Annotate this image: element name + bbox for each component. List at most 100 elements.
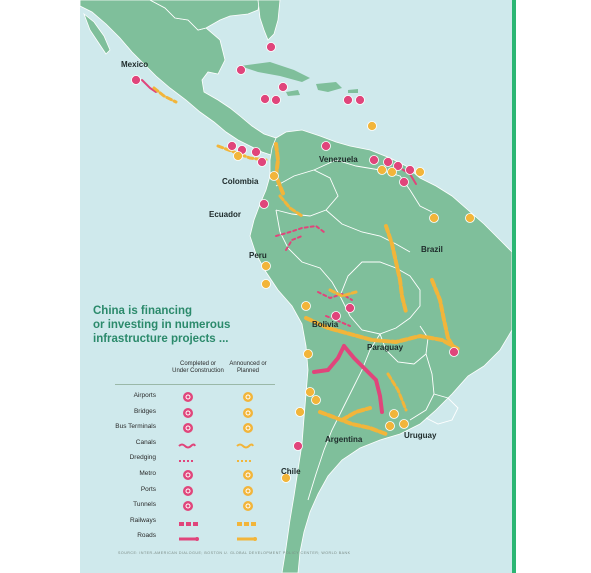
label-mexico: Mexico (121, 60, 149, 69)
us-land (149, 0, 261, 31)
dredging-line (178, 452, 196, 470)
label-ecuador: Ecuador (209, 210, 242, 219)
label-bolivia: Bolivia (312, 320, 339, 329)
map-canvas (80, 0, 512, 573)
port-marker (303, 349, 313, 359)
port-marker (131, 75, 141, 85)
bus-marker (259, 199, 269, 209)
railway-line (178, 515, 200, 533)
port-marker (236, 65, 246, 75)
label-venezuela: Venezuela (319, 155, 358, 164)
label-uruguay: Uruguay (404, 431, 437, 440)
jamaica (286, 90, 300, 96)
port-marker (369, 155, 379, 165)
port-marker (266, 42, 276, 52)
port-marker (429, 213, 439, 223)
map-title: China is financing or investing in numer… (93, 304, 253, 346)
tunnel-icon (242, 499, 254, 517)
legend-label: Roads (137, 532, 156, 540)
planned-markers (233, 121, 475, 483)
bus-icon (182, 421, 194, 439)
port-marker (389, 409, 399, 419)
port-marker (399, 177, 409, 187)
bus-icon (242, 421, 254, 439)
label-argentina: Argentina (325, 435, 363, 444)
legend-label: Bridges (133, 407, 156, 415)
source-note: SOURCE: INTER-AMERICAN DIALOGUE; BOSTON … (118, 551, 351, 555)
port-marker (295, 407, 305, 417)
legend-label: Tunnels (133, 501, 156, 509)
legend-label: Railways (129, 516, 156, 524)
label-colombia: Colombia (222, 177, 259, 186)
port-marker (321, 141, 331, 151)
legend-label: Ports (140, 485, 156, 493)
florida (257, 0, 281, 41)
airport-marker (293, 441, 303, 451)
title-line: or investing in numerous (93, 319, 231, 331)
airport-marker (355, 95, 365, 105)
port-marker (281, 473, 291, 483)
hispaniola (316, 82, 342, 92)
bridge-icon (182, 406, 194, 424)
legend-label: Metro (139, 470, 156, 477)
port-marker (269, 171, 279, 181)
canal-line (236, 437, 254, 455)
metro-icon (242, 468, 254, 486)
port-marker (261, 279, 271, 289)
completed-markers (131, 42, 459, 451)
dredging-line (236, 452, 254, 470)
anchor-icon (182, 484, 194, 502)
port-marker (385, 421, 395, 431)
legend-col-completed: Completed or Under Construction (172, 361, 224, 374)
baja-california (83, 12, 111, 55)
canal-line (178, 437, 196, 455)
label-paraguay: Paraguay (367, 343, 404, 352)
port-marker (271, 95, 281, 105)
airport-icon (242, 390, 254, 408)
port-marker (377, 165, 387, 175)
bus-marker (257, 157, 267, 167)
label-brazil: Brazil (421, 245, 443, 254)
port-marker (278, 82, 288, 92)
bridge-marker (227, 141, 237, 151)
tunnel-icon (182, 499, 194, 517)
road-line (236, 530, 258, 548)
puerto-rico (348, 89, 358, 93)
port-marker (383, 157, 393, 167)
title-line: infrastructure projects ... (93, 333, 229, 345)
legend-divider (115, 384, 275, 385)
legend-col-planned: Announced or Planned (229, 361, 267, 374)
title-line: China is financing (93, 305, 193, 317)
bridge-marker (311, 395, 321, 405)
south-america-land (249, 129, 512, 573)
port-marker (261, 261, 271, 271)
port-marker (251, 147, 261, 157)
railway-line (236, 515, 258, 533)
anchor-icon (242, 484, 254, 502)
airport-marker (367, 121, 377, 131)
port-marker (387, 167, 397, 177)
legend-label: Dredging (129, 454, 156, 462)
port-marker (233, 151, 243, 161)
tunnel-marker (345, 303, 355, 313)
airport-marker (301, 301, 311, 311)
bridge-icon (242, 406, 254, 424)
label-peru: Peru (249, 251, 267, 260)
port-marker (260, 94, 270, 104)
port-marker (465, 213, 475, 223)
completed-routes (141, 79, 417, 414)
map-frame (80, 0, 512, 573)
airport-marker (305, 387, 315, 397)
legend-label: Bus Terminals (115, 423, 156, 431)
port-marker (415, 167, 425, 177)
road-line (178, 530, 200, 548)
port-marker (393, 161, 403, 171)
legend-label: Airports (133, 392, 156, 399)
port-marker (405, 165, 415, 175)
airport-marker (343, 95, 353, 105)
legend-label: Canals (135, 438, 156, 446)
cuba (240, 62, 310, 82)
label-chile: Chile (281, 467, 301, 476)
airport-marker (331, 311, 341, 321)
port-marker (399, 419, 409, 429)
